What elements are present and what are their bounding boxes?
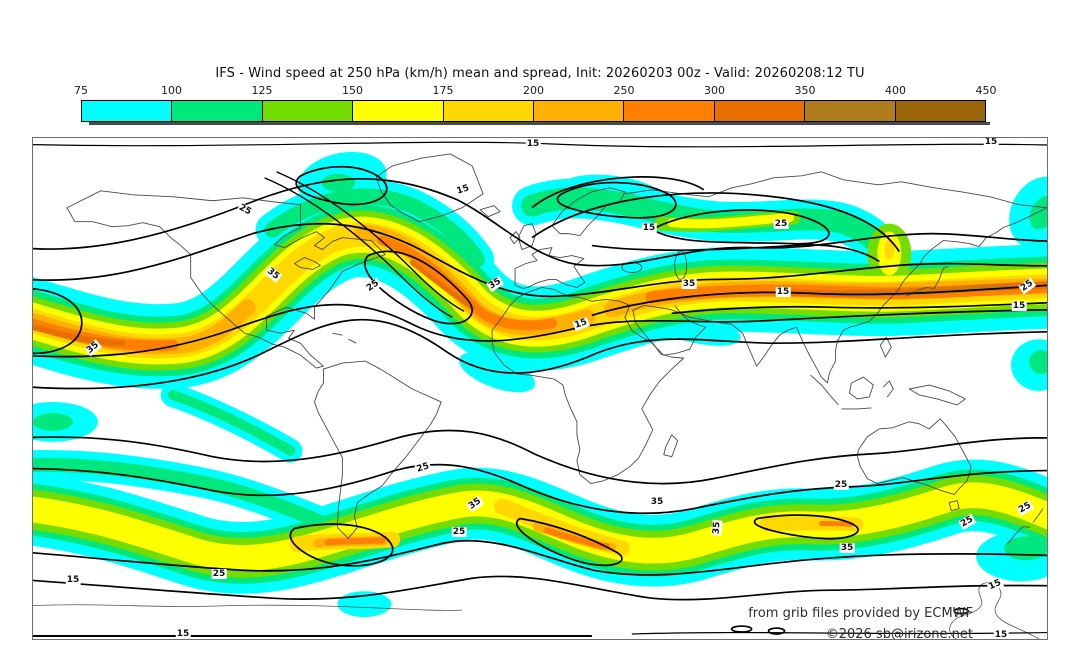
colorbar-tick-row: 75 100 125 150 175 200 250 300 350 400 450	[74, 84, 997, 98]
colorbar-segment	[82, 101, 172, 121]
colorbar-tick-label: 125	[251, 84, 273, 97]
chart-title: IFS - Wind speed at 250 hPa (km/h) mean …	[215, 66, 865, 81]
colorbar-segment	[352, 101, 443, 121]
wind-speed-bands	[33, 151, 1047, 618]
colorbar-segment	[261, 101, 353, 121]
colorbar-tick-label: 200	[523, 84, 544, 97]
colorbar-tick-label: 250	[613, 84, 635, 97]
colorbar-scale	[81, 100, 986, 122]
colorbar-segment	[894, 101, 986, 121]
colorbar-tick-label: 350	[794, 84, 816, 97]
colorbar-tick-label: 175	[432, 84, 454, 97]
map-canvas	[33, 141, 1047, 639]
attribution-ecmwf: from grib files provided by ECMWF	[748, 606, 973, 621]
coastlines	[33, 153, 1047, 639]
world-map: 15 15 25 35 35 25 35 15 25 15 35 15 15 25 15 25 35 25 25 15…	[32, 137, 1048, 640]
colorbar-tick-label: 100	[161, 84, 182, 97]
colorbar-tick-label: 450	[975, 84, 997, 97]
colorbar-segment	[171, 101, 262, 121]
colorbar-segment	[442, 101, 534, 121]
colorbar-segment	[713, 101, 805, 121]
colorbar-tick-label: 400	[885, 84, 906, 97]
spread-contours	[33, 141, 1047, 638]
colorbar-tick-label: 75	[74, 84, 88, 97]
colorbar-shadow	[89, 122, 990, 125]
colorbar-segment	[623, 101, 714, 121]
colorbar-segment	[804, 101, 895, 121]
colorbar-segment	[533, 101, 624, 121]
colorbar-tick-label: 150	[342, 84, 363, 97]
colorbar: 75 100 125 150 175 200 250 300 350 400 450	[74, 84, 997, 125]
colorbar-tick-label: 300	[704, 84, 725, 97]
attribution-copyright: ©2026 sb@irizone.net	[825, 627, 973, 640]
